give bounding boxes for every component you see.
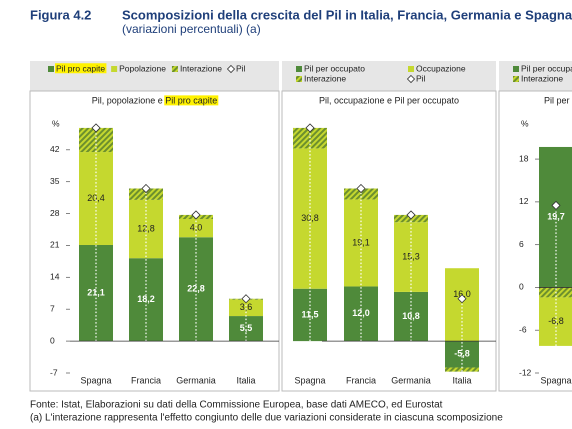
pil-marker [356, 183, 366, 194]
legend-label: Popolazione [119, 63, 166, 73]
bar-segment [79, 152, 113, 245]
y-tick-label: 0 [50, 335, 55, 345]
x-tick-label: Francia [346, 375, 376, 385]
bar-segment [445, 367, 479, 372]
y-tick-label: -12 [519, 367, 532, 377]
plot-frame [29, 90, 280, 392]
legend-label: Pil [416, 73, 426, 83]
legend-highlight [55, 63, 107, 74]
bar-segment [293, 127, 327, 149]
bar-segment [129, 258, 163, 342]
x-tick-label: Spagna [540, 375, 571, 385]
value-label: 21,1 [87, 287, 105, 297]
legend-label: Occupazione [416, 63, 466, 73]
legend-swatch [111, 66, 118, 72]
value-label: 3,6 [240, 302, 253, 312]
figure-title: Scomposizioni della crescita del Pil in … [122, 7, 572, 22]
panel-title: Pil, popolazione e Pil pro capite [92, 95, 218, 105]
y-tick-label: 18 [519, 153, 529, 163]
y-tick-label: 28 [50, 208, 60, 218]
title-highlight [164, 95, 219, 106]
y-axis-label: % [521, 118, 529, 128]
panel-title: Pil per [544, 95, 570, 105]
y-tick-label: 14 [50, 272, 60, 282]
pil-marker [551, 200, 561, 211]
figure-subtitle: (variazioni percentuali) (a) [122, 22, 261, 36]
legend-label: Interazione [304, 73, 346, 83]
y-tick-label: 6 [519, 239, 524, 249]
pil-marker [91, 123, 101, 133]
y-tick-label: -6 [519, 324, 527, 334]
legend-label: Pil per occupato [304, 63, 365, 73]
legend-label: Interazione [180, 63, 222, 73]
value-label: 5,5 [240, 323, 253, 333]
y-tick-label: 21 [50, 240, 60, 250]
x-tick-label: Spagna [80, 375, 111, 385]
plot-frame [281, 90, 497, 392]
legend-swatch [513, 66, 519, 72]
value-label: 11,5 [301, 309, 318, 319]
pil-marker [241, 294, 251, 304]
legend-swatch [408, 66, 414, 72]
value-label: 19,7 [547, 212, 565, 222]
x-tick-label: Germania [391, 375, 431, 385]
y-tick-label: 42 [50, 144, 60, 154]
bar-segment [445, 341, 479, 368]
x-tick-label: Italia [236, 375, 255, 385]
value-label: 12,0 [352, 308, 370, 318]
legend-label: Pil per occupato [521, 63, 572, 73]
footnote: (a) L'interazione rappresenta l'effetto … [30, 413, 503, 424]
value-label: 20,4 [87, 193, 105, 203]
x-tick-label: Francia [131, 375, 161, 385]
legend-swatch [296, 76, 302, 82]
legend-area [282, 61, 496, 91]
pil-marker [141, 183, 151, 194]
legend-label: Pil pro capite [56, 63, 105, 73]
value-label: 4,0 [190, 223, 203, 233]
panel-title: Pil, occupazione e Pil per occupato [319, 95, 459, 105]
pil-marker [406, 210, 416, 220]
bar-segment [179, 237, 213, 342]
pil-marker [191, 210, 201, 220]
plot-frame [498, 90, 572, 392]
x-tick-label: Italia [452, 375, 471, 385]
bar-segment [79, 244, 113, 342]
y-tick-label: 7 [50, 303, 55, 313]
source-note: Fonte: Istat, Elaborazioni su dati della… [30, 400, 443, 411]
legend-marker [406, 74, 416, 84]
legend-label: Interazione [521, 73, 563, 83]
legend-area [499, 61, 572, 91]
y-tick-label: 0 [519, 282, 524, 292]
legend-swatch [171, 66, 178, 72]
y-tick-label: -7 [50, 367, 58, 377]
y-tick-label: 35 [50, 176, 60, 186]
bar-segment [129, 188, 163, 200]
value-label: 16,0 [453, 289, 471, 299]
figure-label: Figura 4.2 [30, 7, 91, 22]
legend-label: Pil [236, 63, 246, 73]
legend-swatch [513, 76, 519, 82]
y-axis-label: % [52, 118, 60, 128]
legend-swatch [296, 66, 302, 72]
pil-marker [305, 123, 315, 133]
x-tick-label: Germania [176, 375, 216, 385]
y-tick-label: 12 [519, 196, 529, 206]
legend-marker [226, 64, 236, 74]
bar-segment [293, 288, 327, 342]
bar-segment [229, 299, 263, 317]
x-tick-label: Spagna [294, 375, 325, 385]
pil-marker [457, 294, 467, 304]
legend-swatch [48, 66, 54, 72]
